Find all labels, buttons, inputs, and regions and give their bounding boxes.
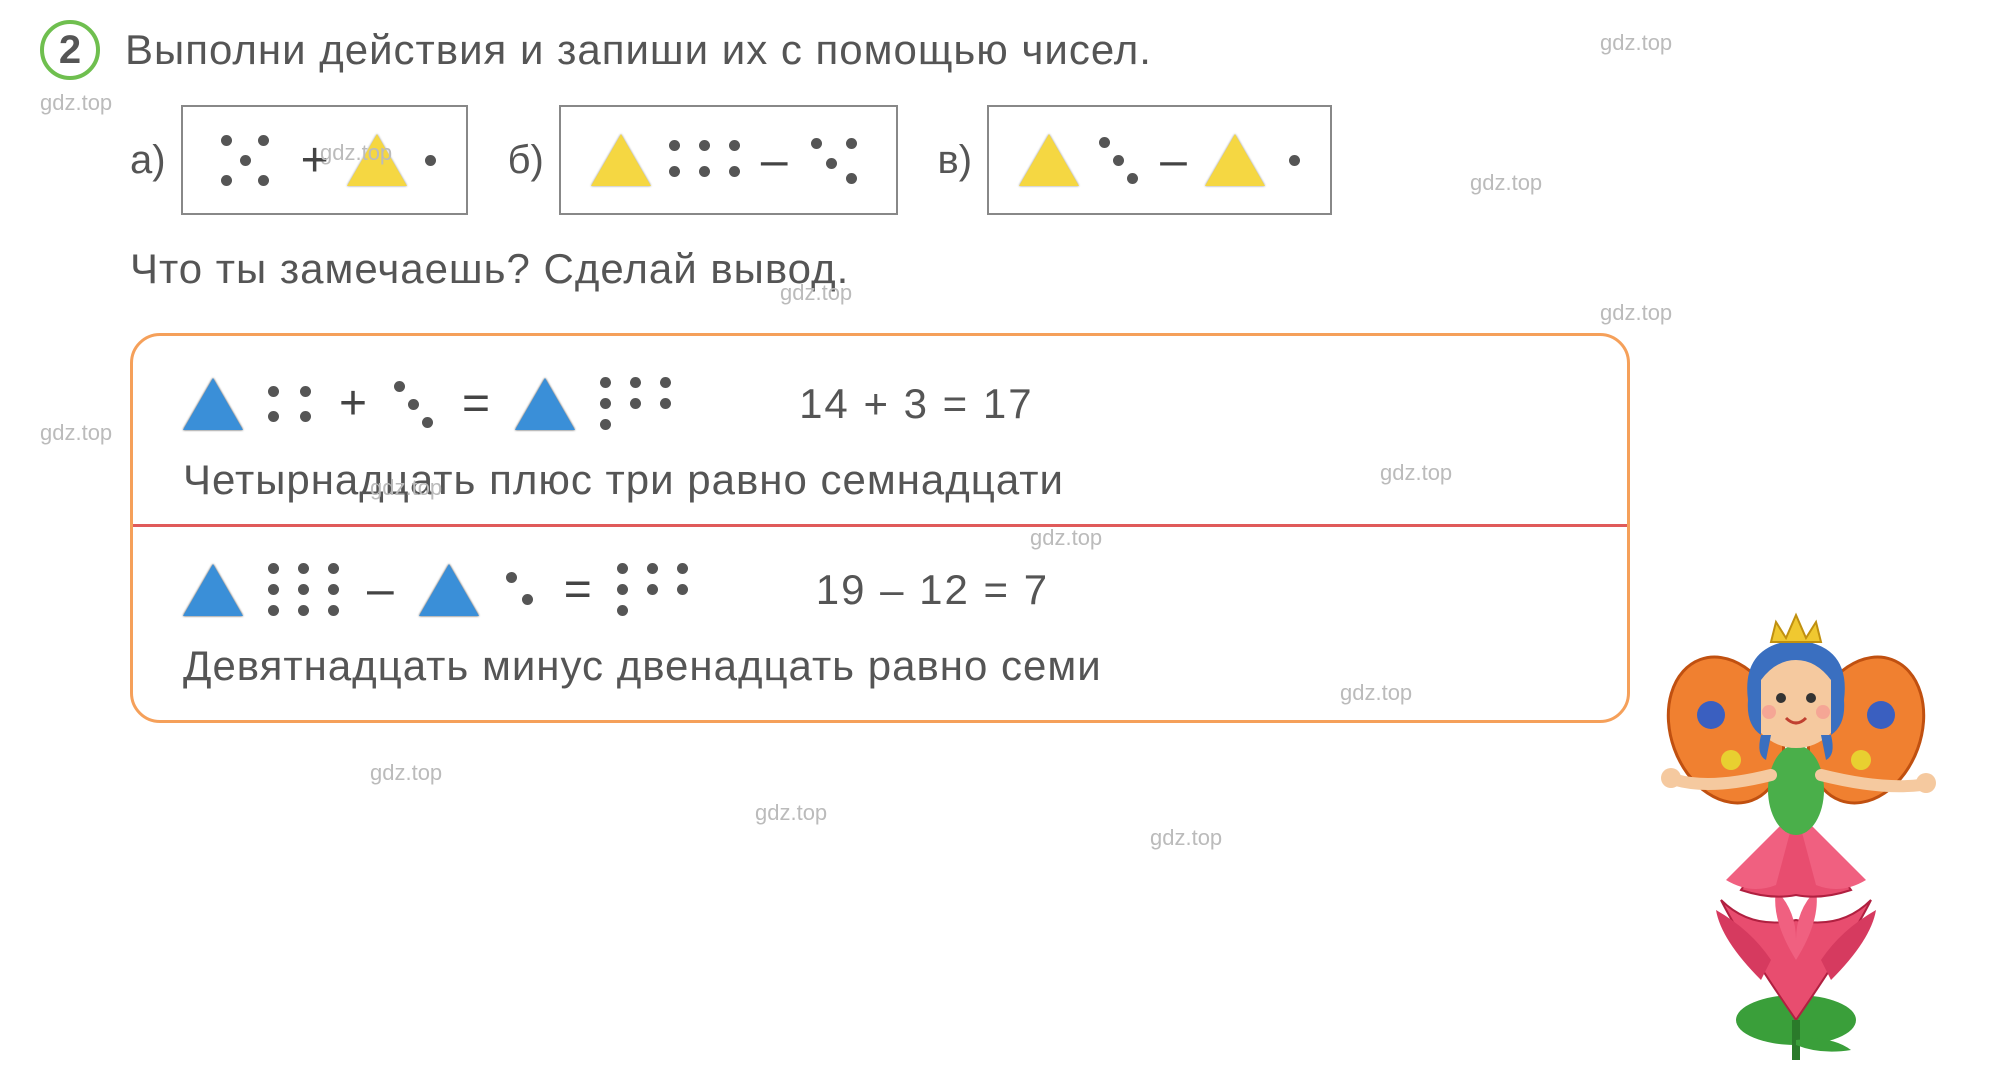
six-dots bbox=[669, 140, 743, 180]
word-equation-2: Девятнадцать минус двенадцать равно семи bbox=[183, 642, 1577, 690]
answer-box: + = 14 + 3 = 17 Четырнадцать плюс три ра… bbox=[130, 333, 1630, 723]
problem-c-label: в) bbox=[938, 138, 973, 183]
exercise-number-circle: 2 bbox=[40, 20, 100, 80]
triangle-blue-icon bbox=[183, 564, 243, 616]
header-row: 2 Выполни действия и запиши их с помощью… bbox=[40, 20, 1971, 80]
word-equation-1: Четырнадцать плюс три равно семнадцати bbox=[183, 456, 1577, 504]
minus-op: – bbox=[1160, 133, 1187, 188]
problem-a: а) + bbox=[130, 105, 468, 215]
two-dots bbox=[504, 570, 539, 610]
problem-b-label: б) bbox=[508, 138, 544, 183]
equation-1: 14 + 3 = 17 bbox=[799, 380, 1034, 428]
problems-row: а) + б) – bbox=[130, 105, 1971, 215]
problem-c-box: – bbox=[987, 105, 1332, 215]
equation-2: 19 – 12 = 7 bbox=[816, 566, 1049, 614]
triangle-yellow-icon bbox=[1019, 134, 1079, 186]
watermark: gdz.top bbox=[40, 420, 112, 446]
three-dots bbox=[1097, 135, 1142, 185]
triangle-blue-icon bbox=[183, 378, 243, 430]
equals-op: = bbox=[462, 376, 490, 431]
plus-op: + bbox=[339, 376, 367, 431]
nine-dots bbox=[268, 563, 342, 616]
watermark: gdz.top bbox=[1600, 300, 1672, 326]
seven-dots bbox=[617, 563, 691, 616]
divider bbox=[133, 524, 1627, 527]
problem-a-box: + bbox=[181, 105, 468, 215]
example-2-shapes: – = 19 – 12 = 7 bbox=[183, 562, 1577, 617]
triangle-yellow-icon bbox=[1205, 134, 1265, 186]
seven-dots bbox=[600, 377, 674, 430]
exercise-number: 2 bbox=[59, 28, 81, 73]
triangle-blue-icon bbox=[419, 564, 479, 616]
four-dots bbox=[806, 133, 866, 188]
four-dots bbox=[268, 386, 314, 422]
watermark: gdz.top bbox=[40, 90, 112, 116]
watermark: gdz.top bbox=[370, 760, 442, 786]
watermark: gdz.top bbox=[1150, 825, 1222, 851]
problem-b-box: – bbox=[559, 105, 898, 215]
example-1-shapes: + = 14 + 3 = 17 bbox=[183, 376, 1577, 431]
three-dots bbox=[392, 379, 437, 429]
question-text: Что ты замечаешь? Сделай вывод. bbox=[130, 245, 1971, 293]
triangle-yellow-icon bbox=[591, 134, 651, 186]
triangle-blue-icon bbox=[515, 378, 575, 430]
fairy-illustration bbox=[1621, 560, 1971, 1060]
triangle-one-dot bbox=[347, 134, 436, 186]
minus-op: – bbox=[761, 133, 788, 188]
problem-a-label: а) bbox=[130, 138, 166, 183]
minus-op: – bbox=[367, 562, 394, 617]
problem-c: в) – bbox=[938, 105, 1332, 215]
watermark: gdz.top bbox=[755, 800, 827, 826]
exercise-title: Выполни действия и запиши их с помощью ч… bbox=[125, 26, 1152, 74]
plus-op: + bbox=[301, 133, 329, 188]
triangle-yellow-icon bbox=[347, 134, 407, 186]
five-dots bbox=[213, 130, 283, 190]
equals-op: = bbox=[564, 562, 592, 617]
problem-b: б) – bbox=[508, 105, 898, 215]
